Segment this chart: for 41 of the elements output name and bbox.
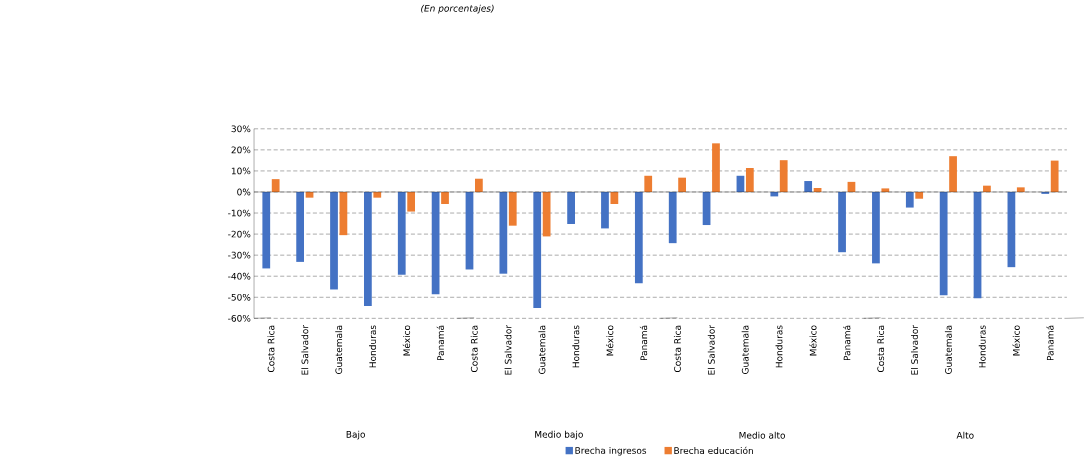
x-tick-label: Guatemala [538,326,546,375]
y-tick-label: -30% [228,252,251,259]
x-tick-label: Honduras [369,325,377,368]
x-tick-label: Costa Rica [673,326,681,373]
y-tick-label: 10% [231,167,251,175]
y-tick-label: 30% [231,125,251,133]
x-tick-label: México [402,325,411,356]
x-tick-label: Honduras [775,325,783,368]
y-tick-label: -20% [228,230,251,238]
x-tick-label: Costa Rica [267,326,275,373]
legend-label: Brecha educación [674,446,753,455]
x-tick-label: Panamá [843,326,851,361]
x-tick-label: Honduras [978,325,986,368]
x-tick-label: México [809,325,817,356]
y-tick-label: 0% [237,188,251,196]
x-tick-label: Costa Rica [470,326,478,373]
x-tick-label: Honduras [572,325,580,368]
x-tick-label: El Salvador [911,325,918,375]
x-tick-label: Panamá [1046,326,1054,361]
x-tick-label: El Salvador [504,325,512,375]
x-tick-label: El Salvador [301,325,309,375]
x-tick-label: Guatemala [335,326,343,375]
x-tick-label: Guatemala [741,326,749,375]
x-tick-label: El Salvador [707,325,715,375]
text: Alto [956,431,974,439]
text: Medio bajo [535,431,583,440]
x-tick-label: Guatemala [944,326,952,375]
x-tick-label: Costa Rica [877,326,885,373]
text: Bajo [346,431,365,440]
x-tick-label: México [1012,325,1020,356]
x-tick-label: México [606,325,614,356]
y-tick-label: -50% [228,294,251,301]
legend-label: Brecha ingresos [575,447,647,456]
chart-title: (En porcentajes) [421,5,494,14]
x-tick-label: Panamá [639,326,648,361]
x-tick-label: Panamá [436,326,444,361]
text: Medio alto [739,431,786,439]
y-tick-label: -10% [228,209,251,217]
y-tick-label: 20% [231,146,251,154]
y-tick-label: -40% [228,273,251,280]
y-tick-label: -60% [228,315,251,322]
